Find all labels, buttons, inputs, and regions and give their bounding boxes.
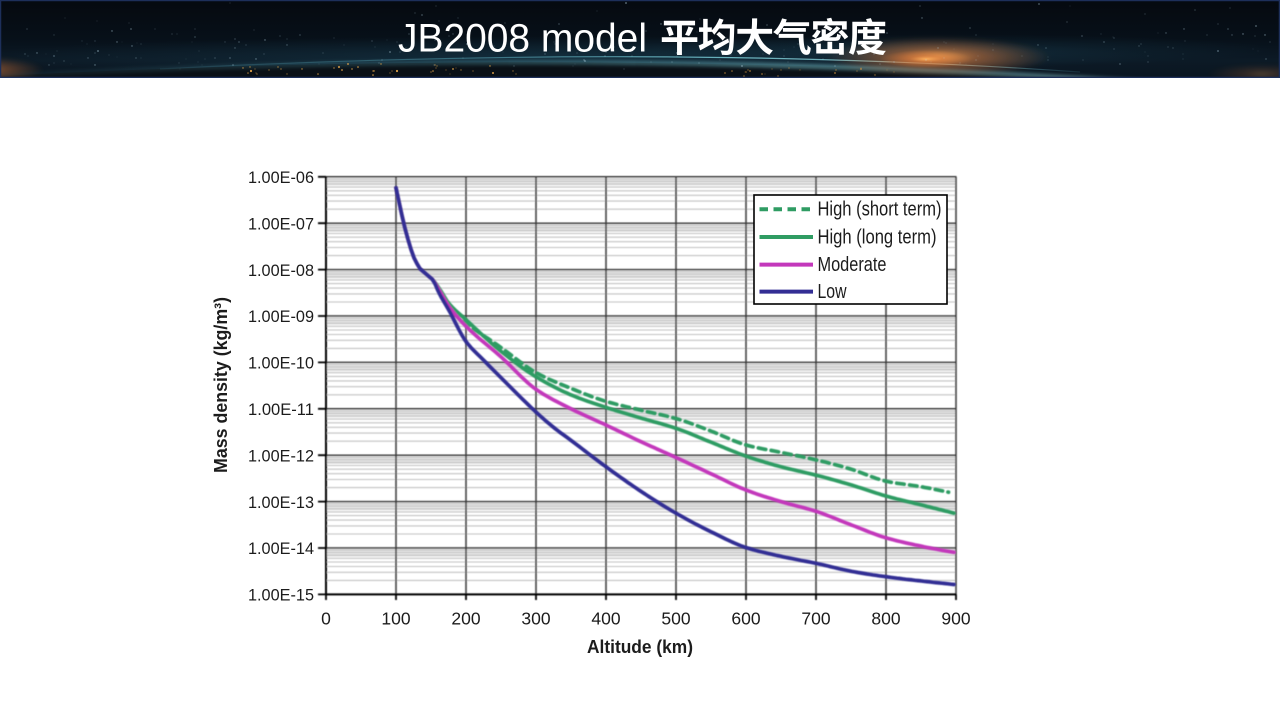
svg-text:0: 0	[321, 609, 331, 629]
svg-text:1.00E-15: 1.00E-15	[248, 586, 314, 605]
svg-text:1.00E-11: 1.00E-11	[248, 400, 314, 419]
svg-text:High (long term): High (long term)	[818, 226, 937, 248]
svg-text:100: 100	[381, 609, 410, 629]
svg-text:1.00E-06: 1.00E-06	[248, 168, 314, 187]
svg-text:Altitude (km): Altitude (km)	[587, 637, 693, 657]
svg-text:300: 300	[521, 609, 550, 629]
svg-text:1.00E-10: 1.00E-10	[248, 354, 314, 373]
svg-text:Low: Low	[818, 281, 847, 303]
svg-text:1.00E-13: 1.00E-13	[248, 493, 314, 512]
svg-text:800: 800	[871, 609, 900, 629]
svg-text:1.00E-12: 1.00E-12	[248, 446, 314, 465]
svg-text:1.00E-07: 1.00E-07	[248, 214, 314, 233]
svg-text:High (short term): High (short term)	[818, 199, 942, 221]
svg-text:Moderate: Moderate	[818, 254, 887, 276]
svg-text:400: 400	[591, 609, 620, 629]
svg-text:700: 700	[801, 609, 830, 629]
svg-text:900: 900	[941, 609, 970, 629]
svg-text:600: 600	[731, 609, 760, 629]
svg-text:1.00E-08: 1.00E-08	[248, 261, 314, 280]
svg-text:200: 200	[451, 609, 480, 629]
svg-text:1.00E-14: 1.00E-14	[248, 539, 314, 558]
svg-text:Mass density (kg/m³): Mass density (kg/m³)	[211, 297, 231, 473]
svg-text:1.00E-09: 1.00E-09	[248, 307, 314, 326]
svg-text:500: 500	[661, 609, 690, 629]
svg-text:JB2008 model: JB2008 model	[398, 17, 647, 61]
